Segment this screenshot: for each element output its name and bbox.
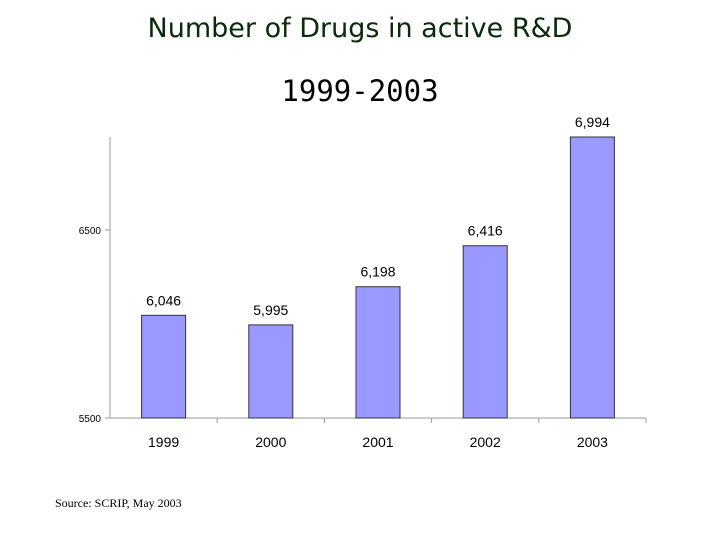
- bar-1999: [141, 314, 187, 419]
- bar-value-label: 6,994: [575, 114, 610, 130]
- x-tick-label: 1999: [148, 434, 179, 450]
- chart-labels: 6,046 1999 5,995 2000 6,198 2001 6,416 2002 6,99…: [146, 114, 610, 450]
- x-tick-label: 2001: [362, 434, 393, 450]
- y-tick-label: 6500: [79, 226, 102, 237]
- bar-2001: [355, 286, 401, 419]
- bar-value-label: 6,416: [468, 223, 503, 239]
- bar-2002: [462, 245, 508, 419]
- chart-bars: [141, 136, 615, 419]
- bar-value-label: 6,046: [146, 292, 181, 308]
- x-tick-label: 2003: [577, 434, 608, 450]
- chart-axes: 5500 6500: [79, 137, 647, 425]
- chart-subtitle: 1999-2003: [281, 74, 439, 108]
- bar-2003: [569, 136, 615, 419]
- x-tick-label: 2000: [255, 434, 286, 450]
- chart-title: Number of Drugs in active R&D: [147, 13, 573, 44]
- source-note: Source: SCRIP, May 2003: [55, 496, 182, 510]
- y-tick-label: 5500: [79, 414, 102, 425]
- bar-value-label: 5,995: [253, 302, 288, 318]
- bar-2000: [248, 324, 294, 419]
- x-tick-label: 2002: [470, 434, 501, 450]
- bar-value-label: 6,198: [360, 264, 395, 280]
